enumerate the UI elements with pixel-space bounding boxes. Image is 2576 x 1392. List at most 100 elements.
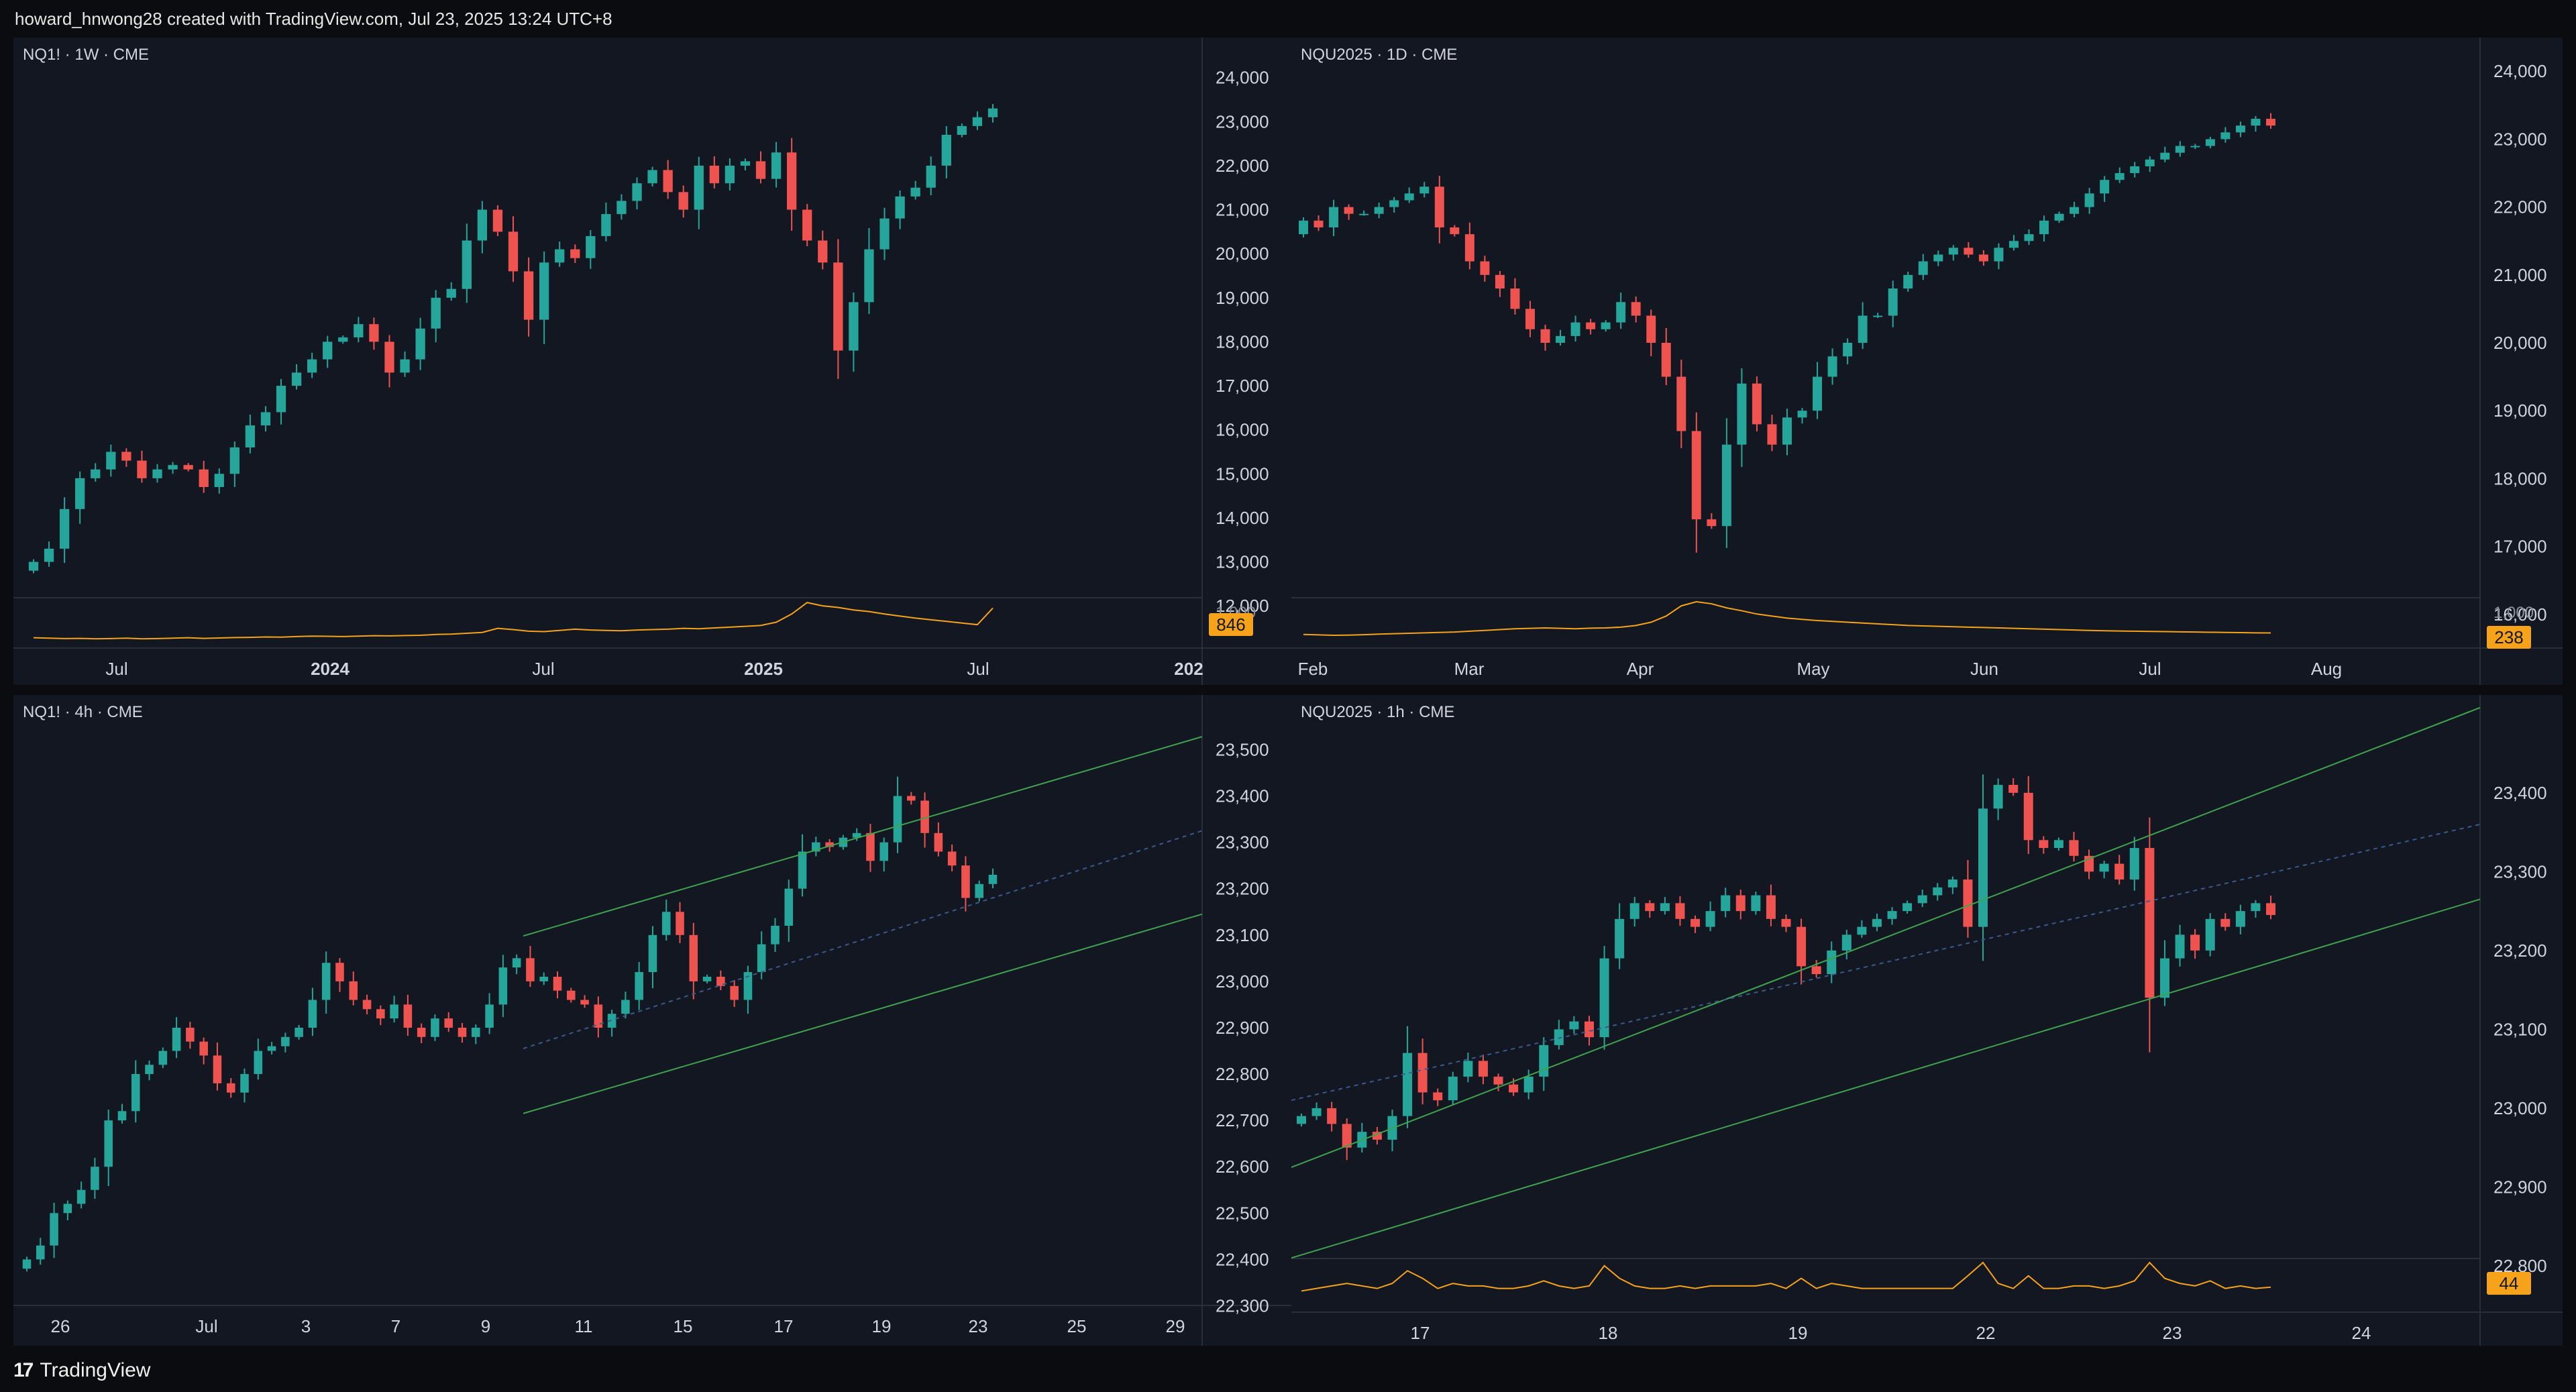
price-tick-label: 20,000 — [1216, 244, 1269, 264]
candle-body — [338, 337, 348, 342]
candle-body — [1751, 895, 1761, 912]
candle-body — [694, 165, 704, 210]
candle-body — [1584, 1021, 1594, 1038]
price-tick-label: 23,400 — [2493, 783, 2547, 803]
candle-body — [1493, 1076, 1503, 1085]
price-tick-label: 23,500 — [1216, 739, 1269, 759]
time-tick-label: 3 — [301, 1316, 311, 1336]
price-tick-label: 22,500 — [1216, 1203, 1269, 1223]
candle-body — [2205, 918, 2215, 951]
candle-body — [1782, 417, 1792, 445]
candle-body — [323, 341, 333, 360]
candle-body — [1887, 911, 1897, 919]
candle-body — [1721, 895, 1731, 912]
candle-body — [1403, 1053, 1413, 1116]
candle-body — [2024, 234, 2034, 242]
candle-body — [400, 359, 410, 373]
four-hour-chart-svg[interactable]: 23,500 23,400 23,300 23,200 23,100 23,000 22,9… — [13, 695, 1291, 1346]
candle-body — [2084, 193, 2094, 207]
time-tick-label: 17 — [1411, 1323, 1430, 1343]
price-tick-label: 22,400 — [1216, 1249, 1269, 1269]
time-tick-label: 7 — [391, 1316, 400, 1336]
symbol-label[interactable]: NQU2025 · 1h · CME — [1301, 703, 1455, 721]
candle-body — [601, 214, 611, 236]
candle-body — [798, 851, 807, 889]
candle-body — [104, 1120, 113, 1167]
candle-body — [539, 262, 549, 320]
candle-body — [458, 1027, 467, 1037]
price-tick-label: 23,100 — [2493, 1019, 2547, 1039]
time-tick-label: 25 — [1067, 1316, 1087, 1336]
candle-body — [607, 1014, 616, 1028]
candle-body — [384, 341, 394, 373]
candle-body — [616, 201, 627, 215]
candle-body — [1570, 322, 1580, 336]
candle-body — [2114, 863, 2125, 880]
candle-body — [1646, 315, 1656, 343]
symbol-label[interactable]: NQ1! · 1W · CME — [23, 46, 150, 64]
chart-panel-1h[interactable]: NQU2025 · 1h · CME 23,400 23,300 23,200 23,… — [1291, 695, 2563, 1346]
volume-scale-label: 1,000 — [2493, 604, 2534, 622]
candle-body — [1342, 1124, 1352, 1148]
candle-body — [1404, 193, 1414, 201]
chart-panel-4h[interactable]: NQ1! · 4h · CME 23,500 23,400 23,300 23,200… — [13, 695, 1291, 1346]
volume-value-text: 238 — [2494, 627, 2523, 647]
time-tick-label: Jul — [105, 659, 127, 679]
time-tick-label: Jul — [532, 659, 554, 679]
candle-body — [1857, 926, 1867, 935]
candle-body — [1933, 254, 1943, 262]
price-tick-label: 23,200 — [1216, 879, 1269, 899]
chart-panel-weekly[interactable]: NQ1! · 1W · CME 24,000 23,000 22,000 21,000… — [13, 38, 1291, 685]
candle-body — [972, 117, 983, 126]
candle-body — [431, 297, 441, 329]
candle-body — [957, 125, 967, 135]
candle-body — [1389, 200, 1399, 207]
price-tick-label: 23,000 — [2493, 129, 2547, 149]
symbol-label[interactable]: NQ1! · 4h · CME — [23, 703, 143, 721]
chart-panel-daily[interactable]: NQU2025 · 1D · CME 24,000 23,000 22,000 21,… — [1291, 38, 2563, 685]
candle-body — [276, 386, 286, 413]
candle-body — [910, 187, 920, 197]
candle-body — [1450, 227, 1460, 235]
symbol-label[interactable]: NQU2025 · 1D · CME — [1301, 46, 1458, 64]
candle-body — [354, 324, 364, 337]
weekly-chart-svg[interactable]: 24,000 23,000 22,000 21,000 20,000 19,000 18,0… — [13, 38, 1291, 685]
candle-body — [1329, 207, 1339, 227]
candle-body — [1299, 220, 1308, 235]
price-tick-label: 24,000 — [2493, 61, 2547, 81]
candle-body — [1661, 343, 1671, 377]
candle-body — [1781, 918, 1791, 927]
price-tick-label: 17,000 — [1216, 376, 1269, 396]
candle-body — [91, 1167, 99, 1190]
price-tick-label: 14,000 — [1216, 508, 1269, 528]
price-tick-label: 22,000 — [1216, 156, 1269, 176]
candle-body — [1313, 220, 1324, 227]
candle-body — [91, 469, 101, 478]
candle-body — [281, 1036, 290, 1047]
candle-body — [76, 1189, 86, 1204]
candle-body — [757, 944, 766, 973]
candle-body — [1873, 315, 1883, 317]
candle-body — [1327, 1108, 1337, 1124]
candle-body — [975, 884, 984, 898]
candle-body — [137, 460, 147, 478]
price-tick-label: 19,000 — [2493, 400, 2547, 421]
one-hour-chart-svg[interactable]: 23,40023,30023,20023,10023,00022,90022,8… — [1291, 695, 2563, 1346]
candle-body — [818, 240, 828, 263]
candle-body — [444, 1018, 453, 1028]
candle-body — [512, 958, 521, 968]
candle-body — [702, 976, 712, 981]
candle-body — [1417, 1053, 1428, 1093]
candle-body — [1843, 343, 1853, 357]
time-tick-label: 19 — [872, 1316, 892, 1336]
price-tick-label: 21,000 — [1216, 200, 1269, 220]
candle-body — [131, 1074, 140, 1112]
price-tick-label: 22,900 — [2493, 1177, 2547, 1197]
candle-body — [1947, 879, 1957, 888]
daily-chart-svg[interactable]: 24,000 23,000 22,000 21,000 20,000 19,000 18,0… — [1291, 38, 2563, 685]
candle-body — [1705, 911, 1715, 927]
candle-body — [566, 990, 576, 1000]
candle-body — [740, 161, 751, 166]
price-tick-label: 23,400 — [1216, 786, 1269, 806]
candle-body — [1615, 918, 1625, 959]
